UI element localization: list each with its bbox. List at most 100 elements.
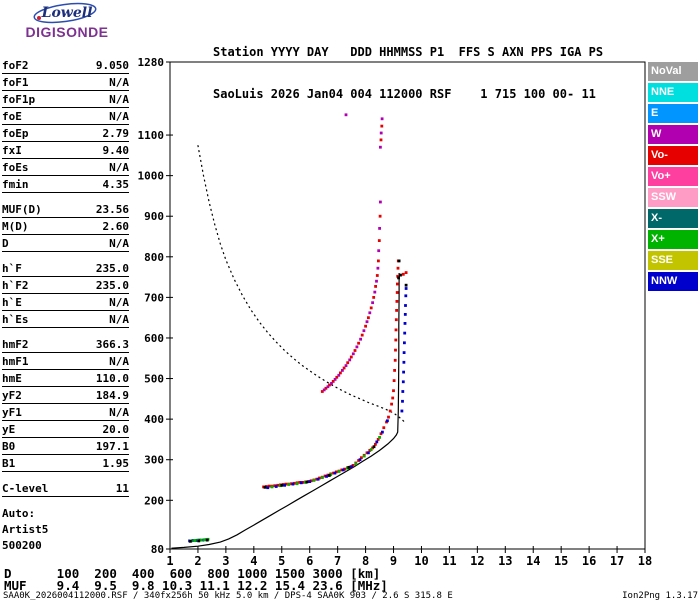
- x-tick-label: 14: [526, 554, 540, 568]
- param-row-fof1p: foF1p N/A: [2, 91, 129, 108]
- muf-distance-table: D 100 200 400 600 800 1000 1500 3000 [km…: [4, 567, 388, 592]
- param-label: foF1p: [2, 93, 36, 106]
- param-label: MUF(D): [2, 203, 42, 216]
- param-row-d: D N/A: [2, 235, 129, 252]
- legend-item-e: E: [648, 104, 698, 123]
- header-values: SaoLuis 2026 Jan04 004 112000 RSF 1 715 …: [213, 87, 596, 101]
- param-label: h`Es: [2, 313, 29, 326]
- param-row-yf1: yF1 N/A: [2, 404, 129, 421]
- x-tick-label: 12: [470, 554, 484, 568]
- parameter-panel: foF2 9.050 foF1 N/A foF1p N/A foE N/A foEp 2.79 fx…: [2, 57, 129, 561]
- x-tick-label: 17: [610, 554, 624, 568]
- param-row-foe: foE N/A: [2, 108, 129, 125]
- direction-legend: NoVal NNE E W Vo- Vo+ SSW X- X+ SSE NNW: [648, 62, 698, 293]
- y-tick-label: 1100: [138, 129, 165, 142]
- lowell-logo: Lowell: [6, 2, 128, 24]
- parameter-group: h`F 235.0 h`F2 235.0 h`E N/A h`Es N/A: [2, 260, 129, 328]
- series-f-trace-green: [270, 436, 381, 489]
- axes: 1 2 3 4 5 6 7 8 9 10 11 12 13 14 15 16 17 181280110010009…: [138, 56, 653, 568]
- param-value: N/A: [109, 76, 129, 89]
- x-tick-label: 13: [498, 554, 512, 568]
- param-label: 500200: [2, 539, 42, 552]
- legend-item-x: X+: [648, 230, 698, 249]
- series-x-trace-column: [400, 287, 408, 413]
- header-column-titles: Station YYYY DAY DDD HHMMSS P1 FFS S AXN…: [213, 45, 604, 59]
- x-tick-label: 15: [554, 554, 568, 568]
- param-row-hme: hmE 110.0: [2, 370, 129, 387]
- param-value: 366.3: [95, 338, 129, 351]
- param-value: 235.0: [95, 262, 129, 275]
- x-tick-label: 7: [334, 554, 341, 568]
- param-value: N/A: [109, 161, 129, 174]
- legend-item-nne: NNE: [648, 83, 698, 102]
- param-label: fmin: [2, 178, 29, 191]
- x-tick-label: 6: [306, 554, 313, 568]
- x-tick-label: 11: [442, 554, 456, 568]
- y-tick-label: 400: [144, 413, 164, 426]
- param-row-he: h`E N/A: [2, 294, 129, 311]
- series-f-trace-black: [263, 259, 408, 489]
- param-label: Auto:: [2, 507, 36, 520]
- param-row-hmf1: hmF1 N/A: [2, 353, 129, 370]
- param-label: yF2: [2, 389, 22, 402]
- param-row-foes: foEs N/A: [2, 159, 129, 176]
- param-row-foep: foEp 2.79: [2, 125, 129, 142]
- param-row-hmf2: hmF2 366.3: [2, 336, 129, 353]
- param-value: 1.95: [102, 457, 130, 470]
- file-info-footer: SAA0K_2026004112000.RSF / 340fx256h 50 k…: [3, 591, 453, 600]
- param-label: h`E: [2, 296, 22, 309]
- parameter-group: Auto: Artist5 500200: [2, 505, 129, 553]
- param-label: B1: [2, 457, 16, 470]
- param-value: 110.0: [95, 372, 129, 385]
- param-label: foEs: [2, 161, 29, 174]
- param-label: foF1: [2, 76, 29, 89]
- param-label: hmE: [2, 372, 22, 385]
- legend-item-noval: NoVal: [648, 62, 698, 81]
- param-label: hmF2: [2, 338, 29, 351]
- param-row-clevel: C-level 11: [2, 480, 129, 497]
- param-label: hmF1: [2, 355, 29, 368]
- param-row-fmin: fmin 4.35: [2, 176, 129, 193]
- parameter-group: C-level 11: [2, 480, 129, 497]
- series-spread-high-magenta: [344, 113, 384, 149]
- x-tick-label: 9: [390, 554, 397, 568]
- param-row-md: M(D) 2.60: [2, 218, 129, 235]
- param-label: yF1: [2, 406, 22, 419]
- param-label: D: [2, 237, 9, 250]
- param-row-yf2: yF2 184.9: [2, 387, 129, 404]
- legend-item-x: X-: [648, 209, 698, 228]
- param-row-auto: Auto:: [2, 505, 129, 521]
- param-row-ye: yE 20.0: [2, 421, 129, 438]
- param-label: foF2: [2, 59, 29, 72]
- param-row-b0: B0 197.1: [2, 438, 129, 455]
- y-tick-label: 900: [144, 210, 164, 223]
- series-second-order-red: [320, 214, 382, 393]
- series-es-trace-black: [189, 538, 209, 543]
- x-tick-label: 4: [250, 554, 257, 568]
- param-row-hf: h`F 235.0: [2, 260, 129, 277]
- param-value: 2.79: [102, 127, 130, 140]
- y-tick-label: 1000: [138, 170, 165, 183]
- legend-item-vo: Vo+: [648, 167, 698, 186]
- y-tick-label: 300: [144, 454, 164, 467]
- param-label: h`F2: [2, 279, 29, 292]
- series-f-trace-red: [262, 259, 408, 489]
- param-value: 9.40: [102, 144, 130, 157]
- param-value: N/A: [109, 406, 129, 419]
- digisonde-logo: Lowell DIGISONDE: [6, 2, 128, 40]
- series-spread-high-red: [379, 124, 384, 142]
- param-row-hes: h`Es N/A: [2, 311, 129, 328]
- x-tick-label: 10: [414, 554, 428, 568]
- x-tick-label: 1: [166, 554, 173, 568]
- legend-item-ssw: SSW: [648, 188, 698, 207]
- param-label: M(D): [2, 220, 29, 233]
- param-value: 9.050: [95, 59, 129, 72]
- program-version: Ion2Png 1.3.17: [622, 591, 698, 600]
- param-row-artist5: Artist5: [2, 521, 129, 537]
- x-tick-label: 3: [222, 554, 229, 568]
- param-value: 23.56: [95, 203, 129, 216]
- param-value: N/A: [109, 313, 129, 326]
- y-tick-label: 1280: [138, 56, 165, 69]
